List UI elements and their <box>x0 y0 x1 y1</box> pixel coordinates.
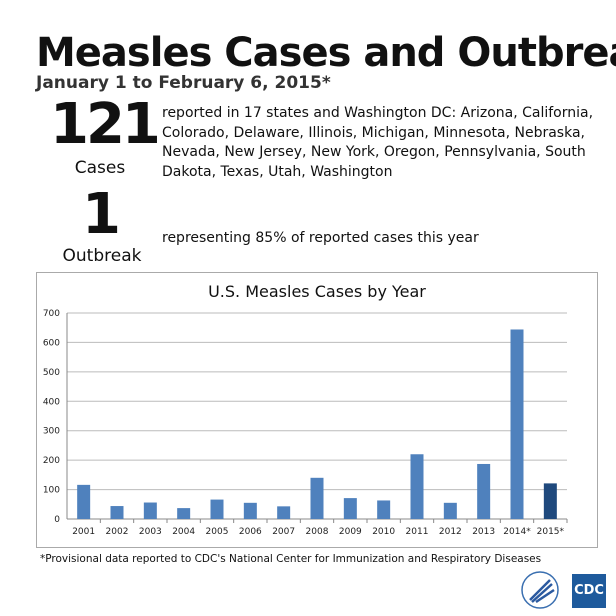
chart-frame <box>36 272 598 548</box>
chart-title: U.S. Measles Cases by Year <box>208 282 426 301</box>
y-tick-label: 600 <box>43 338 60 348</box>
bar-2007 <box>277 506 291 519</box>
x-tick-label: 2002 <box>106 527 129 537</box>
x-tick-label: 2007 <box>272 527 295 537</box>
y-tick-label: 0 <box>54 515 60 525</box>
logos: CDC <box>521 571 606 609</box>
x-tick-label: 2001 <box>72 527 95 537</box>
x-tick-label: 2003 <box>139 527 162 537</box>
bar-2012 <box>443 502 457 519</box>
x-tick-label: 2009 <box>339 527 362 537</box>
x-tick-label: 2010 <box>372 527 395 537</box>
bar-2011 <box>410 454 424 519</box>
hhs-logo-icon <box>521 571 559 609</box>
x-tick-label: 2012 <box>439 527 462 537</box>
bar-2009 <box>343 498 357 519</box>
bar-2008 <box>310 477 324 519</box>
bar-2013 <box>477 463 491 519</box>
svg-text:CDC: CDC <box>574 583 604 598</box>
cases-label: Cases <box>74 158 126 178</box>
y-tick-label: 300 <box>43 427 60 437</box>
bar-2014 <box>510 329 524 519</box>
bar-2003 <box>143 502 157 519</box>
x-tick-label: 2008 <box>306 527 329 537</box>
date-range: January 1 to February 6, 2015* <box>36 73 331 93</box>
x-tick-label: 2011 <box>406 527 429 537</box>
y-tick-label: 400 <box>43 397 60 407</box>
y-tick-label: 500 <box>43 368 60 378</box>
bar-2015 <box>543 483 557 519</box>
cases-description: reported in 17 states and Washington DC:… <box>162 105 594 180</box>
outbreak-label: Outbreak <box>62 246 142 266</box>
x-tick-label: 2006 <box>239 527 262 537</box>
y-tick-label: 200 <box>43 456 60 466</box>
outbreak-count: 1 <box>82 182 121 247</box>
x-tick-label: 2013 <box>472 527 495 537</box>
y-tick-label: 700 <box>43 309 60 319</box>
outbreak-description: representing 85% of reported cases this … <box>162 230 479 246</box>
x-tick-label: 2015* <box>537 527 565 537</box>
x-tick-label: 2014* <box>503 527 531 537</box>
bar-2001 <box>77 484 91 519</box>
footnote: *Provisional data reported to CDC's Nati… <box>40 553 542 565</box>
bar-2010 <box>377 500 391 519</box>
page-title: Measles Cases and Outbreaks <box>36 30 616 76</box>
cases-count: 121 <box>50 92 161 157</box>
y-tick-label: 100 <box>43 486 60 496</box>
cdc-logo-icon: CDC <box>572 574 606 608</box>
bar-2002 <box>110 506 124 519</box>
bar-2004 <box>177 508 191 519</box>
bar-2006 <box>243 502 257 519</box>
x-tick-label: 2004 <box>172 527 195 537</box>
bar-2005 <box>210 499 224 519</box>
x-tick-label: 2005 <box>206 527 229 537</box>
